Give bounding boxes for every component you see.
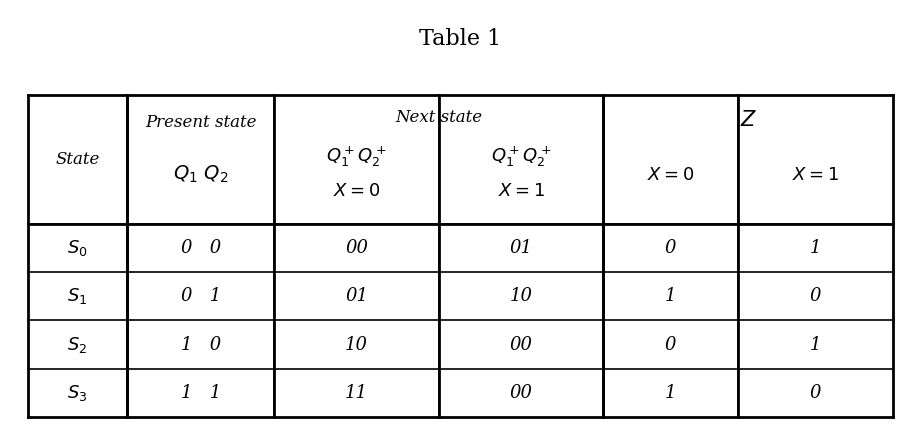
Text: 11: 11 [345,384,368,402]
Text: Table 1: Table 1 [419,28,502,50]
Text: $X=1$: $X=1$ [497,182,544,200]
Text: 00: 00 [509,384,532,402]
Text: 0: 0 [665,335,676,353]
Text: 10: 10 [345,335,368,353]
Text: $S_0$: $S_0$ [67,238,87,258]
Text: 00: 00 [509,335,532,353]
Text: $S_3$: $S_3$ [67,383,87,403]
Text: 0: 0 [810,384,822,402]
Text: 1: 1 [665,287,676,305]
Text: State: State [55,150,99,168]
Text: 00: 00 [345,239,368,257]
Text: $S_1$: $S_1$ [67,286,87,306]
Text: 1: 1 [810,335,822,353]
Text: $X=1$: $X=1$ [792,166,839,184]
Text: 0   0: 0 0 [181,239,221,257]
Text: 01: 01 [345,287,368,305]
Text: 10: 10 [509,287,532,305]
Text: $Q_1^+Q_2^+$: $Q_1^+Q_2^+$ [326,144,387,169]
Text: Present state: Present state [145,114,257,132]
Text: 0: 0 [810,287,822,305]
Text: 1: 1 [810,239,822,257]
Text: 0   1: 0 1 [181,287,221,305]
Text: $X=0$: $X=0$ [333,182,380,200]
Text: $S_2$: $S_2$ [67,335,87,355]
Text: 1   1: 1 1 [181,384,221,402]
Text: $Q_1\ Q_2$: $Q_1\ Q_2$ [173,164,228,185]
Text: $X=0$: $X=0$ [647,166,694,184]
Text: Next state: Next state [395,109,483,126]
Text: 1: 1 [665,384,676,402]
Text: $Q_1^+Q_2^+$: $Q_1^+Q_2^+$ [491,144,552,169]
Text: $Z$: $Z$ [740,111,757,130]
Text: 1   0: 1 0 [181,335,221,353]
Bar [28,95,893,417]
Text: 01: 01 [509,239,532,257]
Text: 0: 0 [665,239,676,257]
